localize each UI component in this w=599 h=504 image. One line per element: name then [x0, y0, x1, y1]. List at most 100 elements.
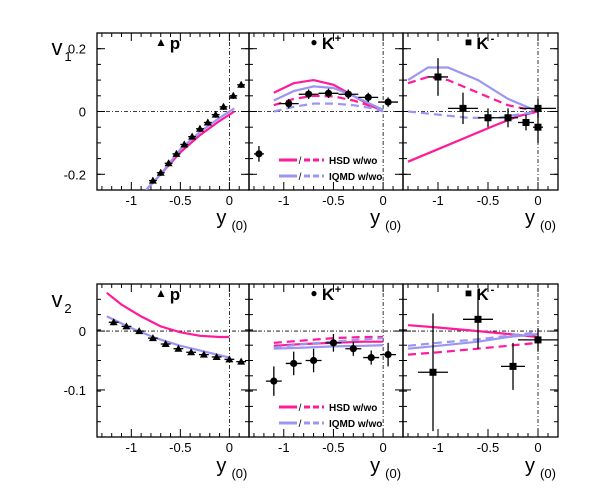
panel-label-symbol: ▲	[155, 286, 167, 300]
y-axis-label-bottom: v	[52, 287, 63, 312]
data-point-square	[484, 114, 492, 122]
data-point-square	[434, 73, 442, 81]
legend-slash: /	[299, 172, 302, 183]
panel-label-symbol: ●	[310, 286, 317, 300]
data-point-triangle	[237, 357, 246, 365]
panel-label-symbol: ■	[465, 286, 472, 300]
data-point-triangle	[211, 110, 220, 118]
data-point-circle	[305, 90, 313, 98]
data-point-triangle	[187, 348, 196, 356]
data-point-triangle	[195, 124, 204, 132]
data-point-triangle	[203, 118, 212, 126]
panel-label: p	[170, 285, 180, 304]
model-curve-iqmd-solid	[145, 107, 235, 190]
x-tick-label: 0	[534, 193, 541, 208]
data-point-triangle	[174, 344, 183, 352]
data-point-triangle	[237, 80, 246, 88]
plot-area	[145, 80, 246, 190]
x-tick-label: 0	[380, 193, 387, 208]
panel-label-sup: +	[335, 284, 341, 296]
x-axis-label: y	[216, 455, 226, 477]
panel-label: K	[322, 34, 335, 53]
x-tick-label: -0.5	[477, 440, 499, 455]
x-tick-label: 0	[226, 440, 233, 455]
legend-label-iqmd: IQMD w/wo	[329, 419, 382, 430]
panel-label: K	[476, 285, 489, 304]
plot-area	[106, 291, 247, 365]
data-point-square	[534, 123, 542, 131]
data-point-triangle	[188, 132, 197, 140]
x-axis-label-sub: (0)	[540, 218, 556, 233]
data-point-square	[534, 104, 542, 112]
panel-top-kminus: -1 -0.5 0y (0) ■ K -	[402, 32, 559, 233]
model-curve-hsd-solid	[273, 78, 384, 111]
x-tick-label: -0.5	[477, 193, 499, 208]
y-axis-label-sub-bottom: 2	[64, 301, 71, 316]
y-tick-label: -0.2	[64, 167, 86, 182]
x-axis-label-sub: (0)	[385, 218, 401, 233]
panel-label-symbol: ■	[465, 35, 472, 49]
x-axis-label-sub: (0)	[231, 218, 247, 233]
data-point-square	[504, 114, 512, 122]
x-axis-label: y	[370, 207, 380, 229]
panel-label: K	[322, 285, 335, 304]
data-point-triangle	[122, 322, 131, 330]
data-point-triangle	[148, 176, 157, 184]
model-curve-hsd-solid	[407, 110, 539, 163]
data-point-triangle	[148, 334, 157, 342]
data-point-square	[429, 368, 437, 376]
data-point-circle	[384, 98, 392, 106]
x-tick-label: 0	[226, 193, 233, 208]
panel-label-sup: -	[491, 284, 495, 296]
x-tick-label: 0	[534, 440, 541, 455]
x-tick-label: -1	[126, 193, 138, 208]
legend-label-iqmd: IQMD w/wo	[329, 172, 382, 183]
legend-slash: /	[299, 403, 302, 414]
data-point-circle	[344, 90, 352, 98]
data-point-triangle	[135, 327, 144, 335]
legend-slash: /	[299, 156, 302, 167]
data-point-circle	[324, 89, 333, 97]
y-tick-label: 0	[79, 324, 86, 339]
x-tick-label: -0.5	[169, 193, 191, 208]
x-tick-label: -1	[278, 440, 290, 455]
panel-frame	[248, 283, 404, 438]
panel-label: K	[476, 34, 489, 53]
model-curve-iqmd-solid	[407, 66, 539, 113]
data-point-triangle	[164, 159, 173, 167]
x-axis-label: y	[525, 207, 535, 229]
data-point-circle	[364, 93, 372, 101]
x-tick-label: -1	[432, 193, 444, 208]
x-axis-label: y	[216, 207, 226, 229]
x-axis-label-sub: (0)	[385, 466, 401, 481]
model-curve-hsd-dash	[407, 75, 539, 113]
panel-label: p	[170, 34, 180, 53]
x-axis-label-sub: (0)	[540, 466, 556, 481]
model-curve-hsd-solid	[145, 110, 235, 190]
data-point-triangle	[109, 318, 118, 326]
plot-area	[265, 334, 397, 396]
panel-bottom-kplus: -1 -0.5 0y (0) ● K + / HSD w/wo / IQMD w/wo	[248, 283, 404, 481]
x-axis-label: y	[525, 455, 535, 477]
panel-label-sup: +	[335, 33, 341, 45]
x-tick-label: -0.5	[322, 440, 344, 455]
panel-label-sup: -	[491, 33, 495, 45]
data-point-triangle	[180, 140, 189, 148]
data-point-triangle	[212, 352, 221, 360]
x-tick-label: -1	[126, 440, 138, 455]
data-point-triangle	[225, 355, 234, 363]
x-axis-label-sub: (0)	[231, 466, 247, 481]
data-point-triangle	[161, 340, 170, 348]
legend-label-hsd: HSD w/wo	[329, 156, 377, 167]
panel-bottom-kminus: -1 -0.5 0y (0) ■ K -	[402, 283, 559, 481]
model-curve-iqmd-dash	[273, 102, 384, 113]
model-curve-iqmd-solid	[407, 332, 539, 350]
panel-label-symbol: ●	[310, 35, 317, 49]
y-tick-label: -0.1	[64, 383, 86, 398]
panel-frame	[96, 283, 250, 438]
data-point-circle	[349, 345, 357, 353]
data-point-triangle	[229, 91, 238, 99]
panel-label-symbol: ▲	[155, 35, 167, 49]
y-tick-label: 0.2	[68, 42, 86, 57]
